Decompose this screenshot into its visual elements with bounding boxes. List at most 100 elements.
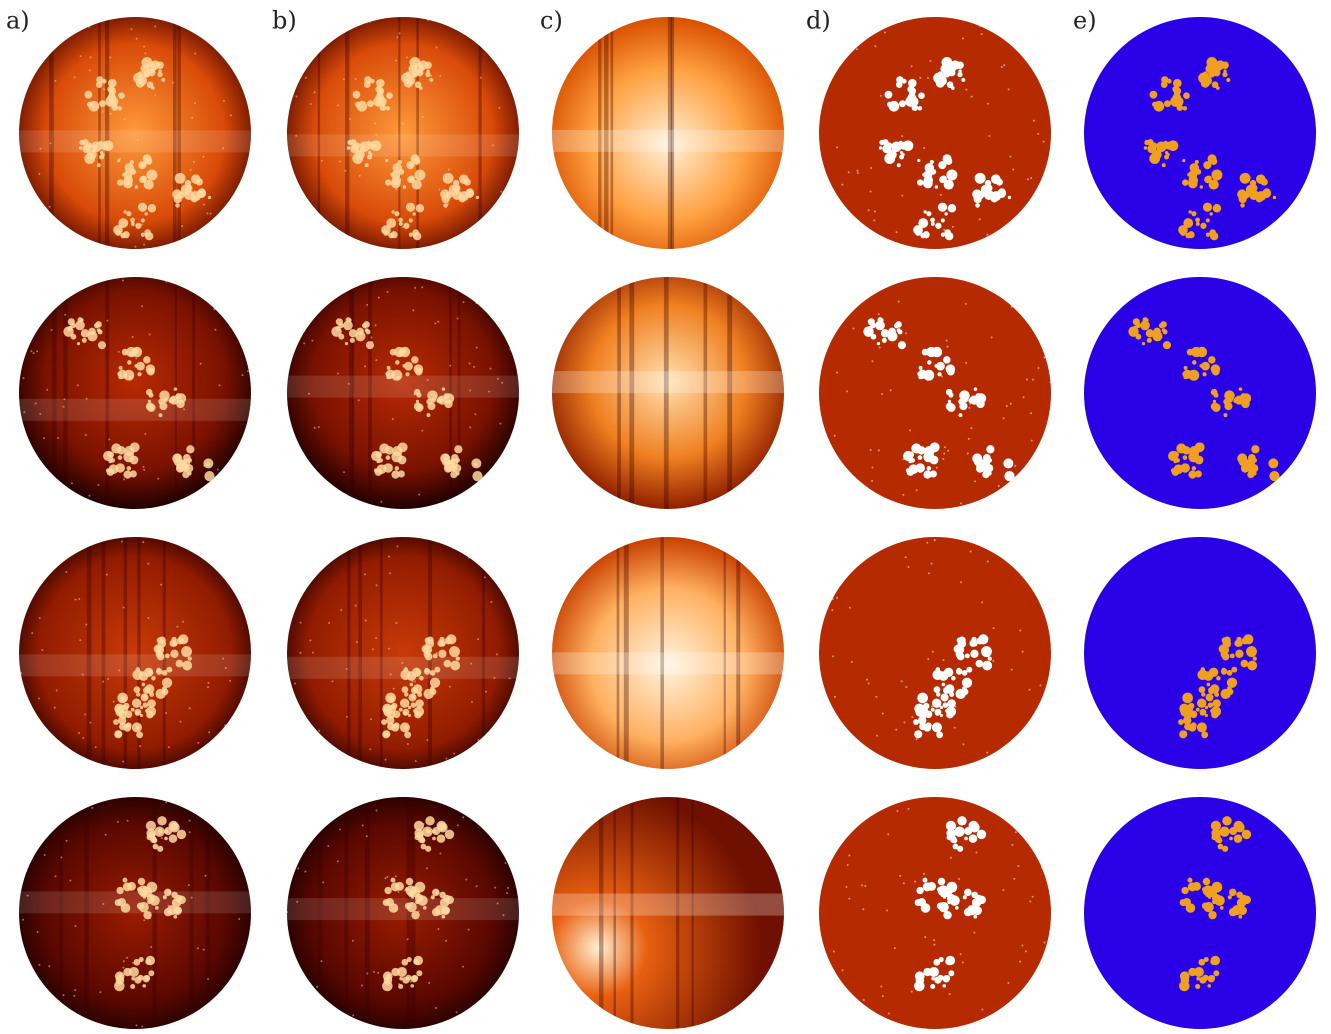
solar-disk-image	[19, 797, 251, 1029]
active-region-spot	[1212, 399, 1217, 404]
active-region-spot	[420, 843, 427, 850]
active-region-spot	[63, 326, 74, 337]
active-region-spot	[944, 889, 949, 894]
active-region-spot	[117, 106, 123, 111]
active-region-spot	[923, 470, 932, 479]
noise-dot	[902, 882, 905, 885]
noise-dot	[861, 884, 864, 887]
noise-dot	[401, 661, 404, 664]
stripe	[481, 537, 486, 769]
noise-dot	[412, 309, 415, 312]
noise-dot	[900, 680, 903, 683]
noise-dot	[229, 114, 232, 117]
noise-dot	[387, 555, 390, 558]
noise-dot	[413, 393, 416, 396]
active-region-spot	[1240, 659, 1249, 668]
noise-dot	[70, 482, 73, 485]
noise-dot	[509, 348, 512, 351]
active-region-spot	[411, 179, 422, 190]
noise-dot	[477, 638, 480, 641]
active-region-spot	[144, 212, 148, 216]
active-region-spot	[1194, 470, 1202, 478]
active-region-spot	[1243, 399, 1248, 404]
noise-dot	[867, 682, 870, 685]
active-region-spot	[895, 321, 902, 328]
active-region-spot	[1195, 221, 1200, 226]
band	[287, 375, 519, 398]
active-region-spot	[331, 326, 342, 337]
active-region-spot	[1209, 889, 1214, 894]
noise-dot	[1030, 439, 1033, 442]
noise-dot	[484, 690, 487, 693]
noise-dot	[465, 878, 468, 881]
noise-dot	[901, 194, 904, 197]
noise-dot	[1031, 231, 1034, 234]
noise-dot	[142, 465, 145, 468]
active-region-spot	[147, 204, 157, 213]
stripe	[457, 277, 461, 509]
active-region-spot	[946, 881, 958, 893]
noise-dot	[126, 956, 129, 959]
noise-dot	[76, 384, 79, 387]
active-region-spot	[97, 329, 103, 335]
active-region-spot	[919, 722, 927, 731]
noise-dot	[238, 313, 241, 316]
active-region-spot	[1211, 81, 1219, 89]
noise-dot	[352, 1014, 355, 1017]
noise-dot	[836, 822, 839, 825]
active-region-spot	[975, 906, 982, 914]
noise-dot	[1025, 378, 1028, 381]
active-region-spot	[440, 189, 450, 200]
active-region-spot	[1205, 232, 1211, 237]
active-region-spot	[167, 889, 172, 895]
active-region-spot	[926, 466, 932, 471]
active-region-spot	[911, 443, 922, 454]
active-region-spot	[413, 157, 421, 165]
noise-dot	[120, 540, 123, 543]
active-region-spot	[996, 189, 1006, 199]
active-region-spot	[917, 179, 924, 186]
noise-dot	[437, 927, 440, 930]
noise-dot	[22, 327, 25, 330]
noise-dot	[930, 562, 933, 565]
noise-dot	[78, 598, 81, 601]
noise-dot	[229, 679, 232, 682]
noise-dot	[38, 172, 41, 175]
noise-dot	[1034, 831, 1037, 834]
active-region-spot	[140, 693, 149, 702]
noise-dot	[375, 359, 378, 362]
stripe	[613, 797, 616, 1029]
noise-dot	[959, 502, 962, 505]
active-region-spot	[152, 843, 159, 850]
active-region-spot	[922, 882, 932, 892]
active-region-spot	[123, 175, 134, 186]
noise-dot	[37, 285, 40, 288]
noise-dot	[939, 193, 942, 196]
noise-dot	[987, 102, 990, 105]
noise-dot	[337, 372, 340, 375]
noise-dot	[1007, 88, 1010, 91]
noise-dot	[905, 332, 908, 335]
active-region-spot	[96, 76, 104, 84]
noise-dot	[354, 77, 357, 80]
active-region-spot	[123, 369, 135, 381]
disk-background	[1084, 277, 1316, 509]
noise-dot	[30, 571, 33, 574]
active-region-spot	[76, 342, 81, 346]
active-region-spot	[390, 882, 400, 892]
active-region-spot	[403, 725, 408, 730]
noise-dot	[287, 100, 289, 103]
active-region-spot	[1182, 716, 1192, 725]
noise-dot	[852, 327, 855, 330]
noise-dot	[403, 889, 406, 892]
noise-dot	[160, 837, 163, 840]
active-region-spot	[410, 702, 417, 708]
noise-dot	[923, 873, 926, 876]
noise-dot	[386, 875, 389, 878]
noise-dot	[213, 308, 216, 311]
noise-dot	[317, 426, 320, 429]
active-region-spot	[419, 675, 424, 681]
noise-dot	[22, 918, 25, 921]
noise-dot	[131, 336, 134, 339]
noise-dot	[396, 545, 399, 548]
